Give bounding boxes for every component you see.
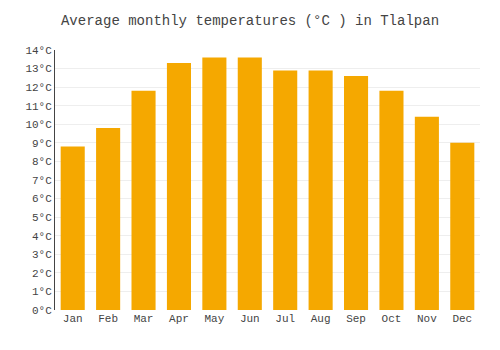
svg-text:Nov: Nov [417,313,437,325]
svg-text:3°C: 3°C [32,249,52,261]
svg-text:0°C: 0°C [32,305,52,317]
svg-text:Feb: Feb [98,313,118,325]
svg-text:Aug: Aug [311,313,331,325]
svg-text:Oct: Oct [382,313,402,325]
svg-text:9°C: 9°C [32,138,52,150]
svg-text:Average monthly temperatures (: Average monthly temperatures (°C ) in Tl… [61,13,439,29]
svg-text:Dec: Dec [452,313,472,325]
svg-text:7°C: 7°C [32,175,52,187]
svg-text:Sep: Sep [346,313,366,325]
svg-text:Jan: Jan [63,313,83,325]
svg-text:5°C: 5°C [32,212,52,224]
svg-text:10°C: 10°C [25,119,52,131]
svg-text:Apr: Apr [169,313,189,325]
svg-text:8°C: 8°C [32,156,52,168]
svg-text:13°C: 13°C [25,63,52,75]
svg-text:1°C: 1°C [32,286,52,298]
svg-text:12°C: 12°C [25,82,52,94]
svg-text:Jul: Jul [275,313,295,325]
svg-text:Jun: Jun [240,313,260,325]
svg-text:4°C: 4°C [32,231,52,243]
svg-text:6°C: 6°C [32,193,52,205]
svg-text:2°C: 2°C [32,268,52,280]
svg-text:Mar: Mar [134,313,154,325]
svg-text:11°C: 11°C [25,101,52,113]
svg-text:14°C: 14°C [25,45,52,57]
svg-text:May: May [204,313,224,325]
